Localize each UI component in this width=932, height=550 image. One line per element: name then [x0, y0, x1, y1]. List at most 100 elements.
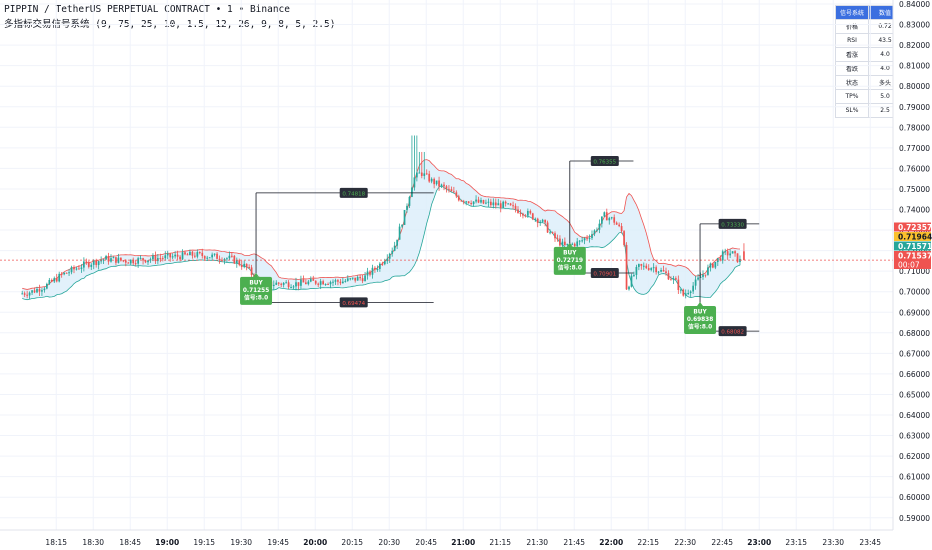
candle-body [319, 281, 322, 285]
candle-body [596, 229, 598, 231]
y-tick-label: 0.81000 [899, 62, 930, 71]
candle [519, 209, 522, 217]
candle [292, 285, 295, 290]
candle [90, 263, 93, 271]
candle [470, 200, 472, 206]
candle-body [309, 279, 312, 282]
candle [97, 260, 100, 270]
candle [235, 257, 238, 268]
candle-body [134, 263, 137, 265]
candle [164, 251, 167, 261]
y-tick-label: 0.59000 [899, 514, 930, 523]
candle-body [295, 282, 297, 287]
x-tick-label: 21:30 [526, 538, 548, 547]
candle [652, 263, 655, 273]
candle [26, 290, 28, 299]
candle [435, 180, 438, 186]
candle-body [107, 256, 110, 262]
candle-body [287, 282, 290, 288]
candle-body [623, 231, 625, 245]
candle-body [393, 245, 396, 251]
stop-loss-tag [718, 326, 747, 337]
candle [312, 275, 315, 281]
candle-body [578, 240, 581, 242]
candle [724, 248, 727, 256]
candle-body [618, 224, 620, 227]
candle-body [240, 264, 243, 268]
buy-label-type: BUY [249, 280, 263, 286]
candle-body [536, 218, 539, 223]
candle-body [366, 271, 369, 276]
x-tick-label: 19:15 [193, 538, 215, 547]
candle [356, 275, 359, 281]
candle-body [687, 293, 690, 295]
candle [544, 219, 546, 227]
candle [593, 229, 596, 237]
candle-body [349, 278, 352, 280]
candle [319, 278, 322, 290]
candle [285, 280, 287, 284]
candle [379, 262, 381, 272]
x-tick-label: 22:45 [711, 538, 733, 547]
y-tick-label: 0.78000 [899, 123, 930, 132]
candle [581, 236, 583, 243]
candle-body [95, 260, 98, 265]
candle-body [675, 278, 677, 280]
candle-body [697, 277, 699, 280]
candle [571, 242, 574, 246]
candle-body [539, 221, 542, 223]
candle [517, 206, 519, 214]
candle [485, 199, 487, 205]
price-label-box [894, 251, 931, 269]
candle-body [166, 253, 169, 256]
candle-body [638, 264, 640, 267]
candle-body [472, 201, 475, 205]
candle [329, 280, 332, 288]
candle-body [457, 196, 460, 201]
candle [692, 281, 694, 295]
candle [608, 216, 611, 225]
candle-body [519, 213, 522, 215]
y-tick-label: 0.80000 [899, 82, 930, 91]
candle [457, 194, 460, 202]
candle [697, 274, 699, 281]
candle [588, 234, 591, 243]
candle [50, 278, 53, 283]
x-tick-label: 20:30 [378, 538, 400, 547]
x-tick-label: 18:45 [119, 538, 141, 547]
price-label-box [894, 241, 931, 251]
candle [388, 252, 391, 263]
buy-label-type: BUY [563, 250, 577, 256]
buy-label-signal: 信号:8.0 [558, 263, 582, 271]
candle-body [332, 281, 334, 283]
candle-body [541, 219, 544, 222]
price-label-box [894, 222, 931, 232]
candle [536, 217, 539, 228]
candle-body [292, 286, 295, 288]
candle [48, 277, 51, 286]
candle-body [376, 269, 379, 271]
candle [702, 270, 704, 280]
candle [492, 198, 495, 209]
candle [339, 278, 342, 286]
candle-body [159, 258, 162, 260]
candle-body [647, 268, 650, 270]
y-tick-label: 0.62000 [899, 452, 930, 461]
candle-body [416, 172, 418, 178]
candle [618, 222, 620, 228]
candle-body [731, 251, 734, 254]
candle [322, 279, 324, 285]
candle [443, 182, 445, 191]
x-tick-label: 23:00 [747, 538, 771, 547]
candle [699, 272, 702, 278]
candle [541, 218, 544, 223]
candle-body [152, 255, 154, 260]
candle-body [625, 244, 628, 290]
candle [149, 257, 152, 263]
candle [507, 203, 509, 205]
candle-body [139, 258, 142, 260]
candle [531, 212, 534, 221]
candle [514, 203, 517, 213]
candle [117, 253, 120, 264]
